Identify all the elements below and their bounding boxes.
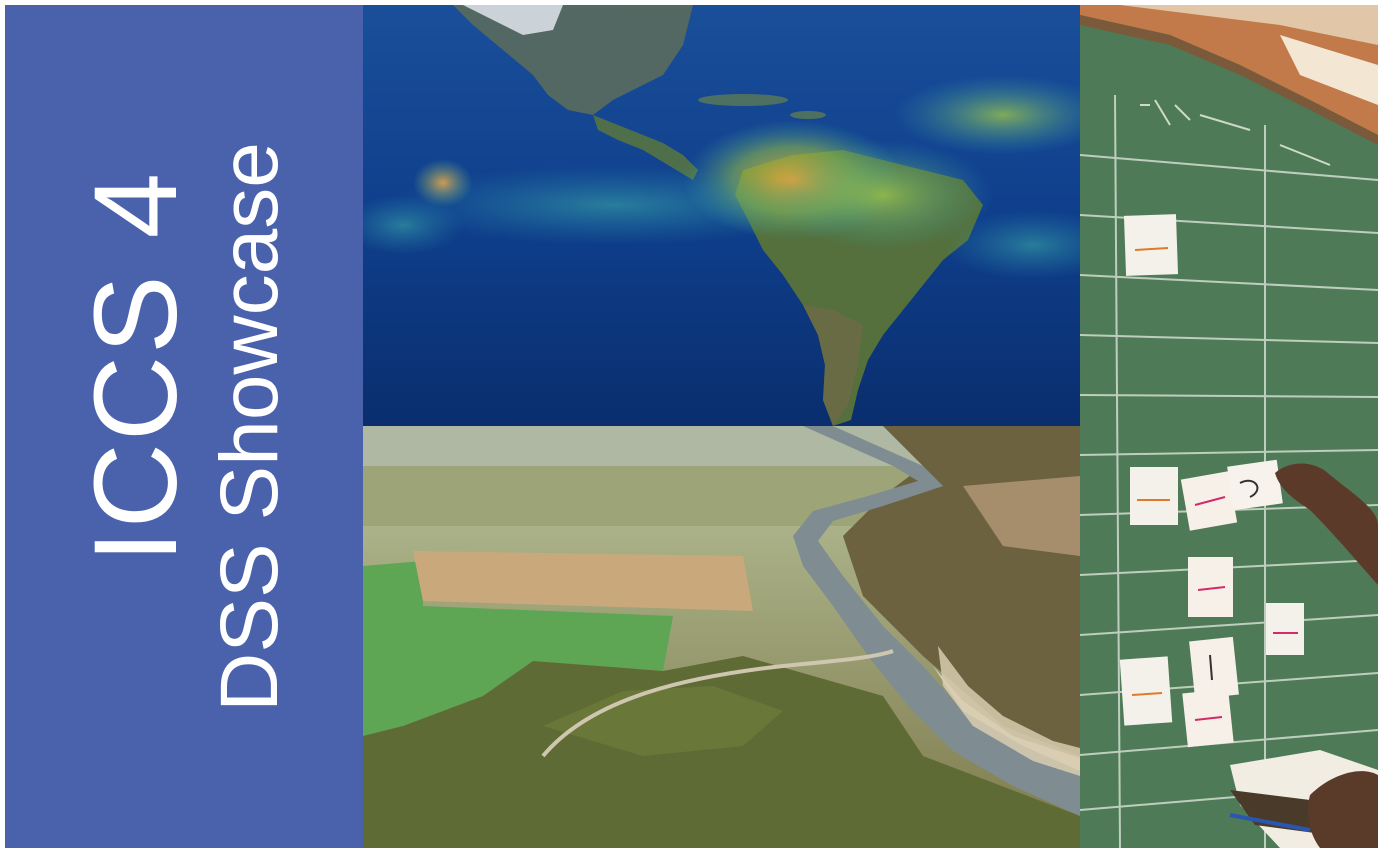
chalkboard-image (1080, 5, 1378, 848)
title-subtitle: DSS Showcase (204, 141, 295, 712)
satellite-map-image (363, 5, 1080, 426)
title-panel: ICCS 4 DSS Showcase (5, 5, 363, 848)
title-main: ICCS 4 (70, 170, 202, 563)
aerial-river-image (363, 426, 1080, 848)
title-block: ICCS 4 DSS Showcase (5, 5, 363, 848)
